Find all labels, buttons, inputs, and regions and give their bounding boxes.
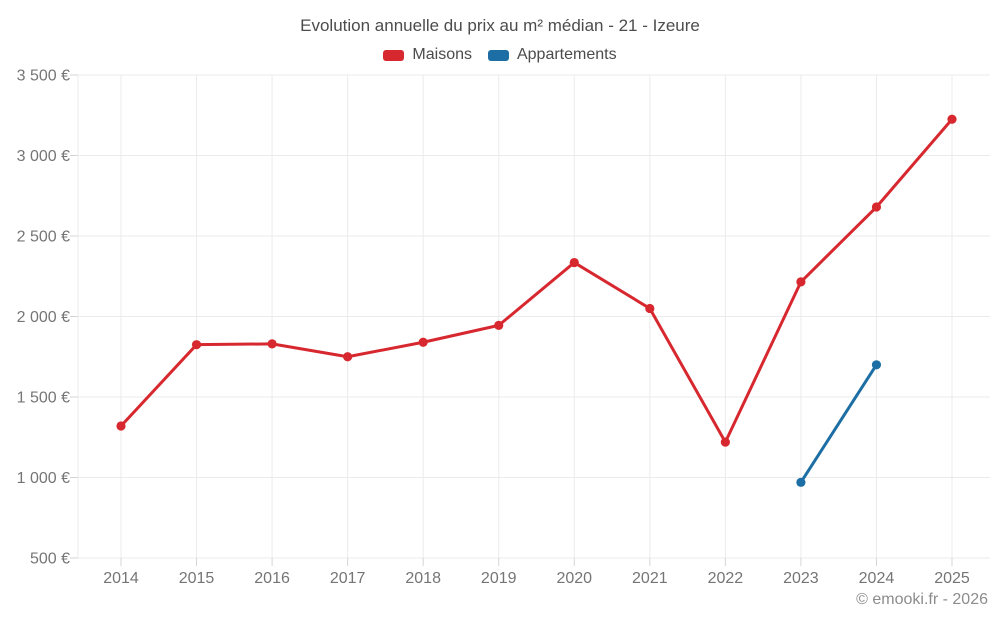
- x-axis-label: 2025: [934, 570, 970, 587]
- x-axis-label: 2023: [783, 570, 819, 587]
- maisons-point-2016[interactable]: [267, 339, 277, 349]
- appartements-point-2023[interactable]: [796, 477, 806, 487]
- maisons-line: [119, 117, 954, 444]
- credit-text: © emooki.fr - 2026: [856, 591, 988, 608]
- maisons-point-2020[interactable]: [569, 257, 579, 268]
- x-axis-label: 2024: [859, 570, 895, 587]
- appartements-point-2024[interactable]: [871, 360, 882, 370]
- x-axis-label: 2017: [330, 570, 366, 587]
- maisons-point-2021[interactable]: [645, 303, 655, 314]
- y-axis-label: 2 500 €: [17, 229, 70, 246]
- maisons-legend-label: Maisons: [412, 46, 472, 63]
- y-axis-label: 2 000 €: [17, 309, 70, 326]
- maisons-point-2024[interactable]: [871, 202, 882, 212]
- x-axis-label: 2019: [481, 570, 517, 587]
- legend-item-maisons[interactable]: Maisons: [383, 46, 472, 64]
- maisons-point-2018[interactable]: [418, 337, 428, 347]
- maisons-point-2023[interactable]: [796, 277, 806, 287]
- x-axis-label: 2018: [405, 570, 441, 587]
- maisons-point-2025[interactable]: [947, 114, 957, 124]
- x-axis-label: 2022: [708, 570, 744, 587]
- y-axis-label: 3 000 €: [17, 148, 70, 165]
- appartements-legend-label: Appartements: [516, 46, 617, 63]
- y-axis-label: 3 500 €: [17, 68, 70, 85]
- x-axis-label: 2021: [632, 570, 668, 587]
- y-axis-label: 1 000 €: [17, 470, 70, 487]
- maisons-point-2017[interactable]: [343, 352, 353, 362]
- maisons-point-2022[interactable]: [720, 437, 730, 447]
- y-axis-label: 500 €: [30, 551, 70, 568]
- chart-title: Evolution annuelle du prix au m² médian …: [300, 16, 700, 35]
- x-axis-label: 2014: [103, 570, 139, 587]
- maisons-point-2019[interactable]: [494, 320, 504, 330]
- x-axis-label: 2016: [254, 570, 290, 587]
- appartements-legend-swatch-icon: [487, 49, 509, 61]
- legend-item-appartements[interactable]: Appartements: [487, 46, 617, 64]
- chart-legend: Maisons Appartements: [0, 46, 1000, 64]
- maisons-point-2014[interactable]: [116, 421, 126, 431]
- x-axis-label: 2015: [179, 570, 215, 587]
- maisons-legend-swatch-icon: [383, 49, 405, 61]
- y-axis-label: 1 500 €: [17, 390, 70, 407]
- appartements-line: [799, 363, 878, 484]
- x-axis-label: 2020: [556, 570, 592, 587]
- maisons-point-2015[interactable]: [191, 340, 202, 350]
